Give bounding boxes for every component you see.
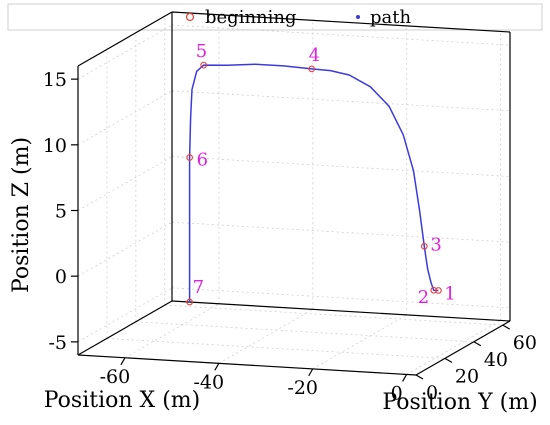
waypoint-marker xyxy=(430,286,438,294)
axis-edge xyxy=(415,320,511,376)
axis-title-x: Position X (m) xyxy=(44,388,200,413)
gridline-z xyxy=(77,221,173,277)
gridline-x xyxy=(406,320,501,375)
gridline-z xyxy=(171,24,511,46)
gridline-x xyxy=(312,314,407,370)
axis-edge xyxy=(77,300,173,356)
gridline-x xyxy=(124,303,220,359)
waypoint-marker xyxy=(186,298,193,306)
legend-beginning-label: beginning xyxy=(205,7,297,28)
tick-mark-x xyxy=(402,374,408,382)
axis-title-z: Position Z (m) xyxy=(9,137,34,293)
legend-box xyxy=(7,3,543,31)
gridline-z xyxy=(77,90,173,146)
waypoint-label: 6 xyxy=(197,150,208,171)
gridline-z xyxy=(171,156,511,177)
gridline-z xyxy=(171,221,511,243)
legend-path-icon xyxy=(356,15,360,19)
gridline-z xyxy=(171,90,511,112)
axis-edge xyxy=(77,11,173,67)
waypoint-marker xyxy=(435,287,442,294)
gridline-x xyxy=(218,308,314,364)
tick-label-y: 0 xyxy=(426,382,438,404)
waypoint-label: 2 xyxy=(418,287,429,308)
waypoint-label: 4 xyxy=(309,45,320,66)
tick-mark-y xyxy=(415,374,424,380)
legend-path-label: path xyxy=(370,7,411,28)
tick-mark-x xyxy=(308,368,314,377)
tick-mark-y xyxy=(502,324,511,330)
gridline-y xyxy=(135,321,474,343)
axis-title-y: Position Y (m) xyxy=(382,390,537,415)
path-series xyxy=(188,63,439,302)
waypoint-marker xyxy=(420,242,428,250)
axis-edge xyxy=(171,11,511,33)
waypoint-marker xyxy=(186,154,193,161)
grid xyxy=(77,14,511,376)
gridline-z xyxy=(77,156,173,211)
axis-edge xyxy=(77,354,417,376)
tick-mark-y xyxy=(473,341,482,347)
tick-label-y: 40 xyxy=(484,349,508,371)
gridline-z xyxy=(77,287,173,343)
tick-label-z: 15 xyxy=(43,69,67,91)
waypoint-label: 5 xyxy=(196,41,207,62)
axis-edge xyxy=(171,300,511,322)
tick-label-x: -60 xyxy=(100,366,131,388)
tick-label-z: 5 xyxy=(55,201,67,223)
waypoint-label: 3 xyxy=(430,234,441,255)
tick-label-y: 60 xyxy=(513,332,537,354)
tick-label-x: -40 xyxy=(194,371,225,393)
tick-mark-y xyxy=(444,357,453,363)
legend-beginning-icon xyxy=(185,12,195,22)
axis-titles: Position X (m) Position Y (m) Position Z (… xyxy=(9,137,538,415)
waypoint-marker xyxy=(308,65,316,73)
waypoint-label: 1 xyxy=(444,283,455,304)
legend: beginning path xyxy=(185,7,411,28)
gridline-z xyxy=(77,24,173,80)
path-line xyxy=(188,63,439,302)
tick-label-x: 0 xyxy=(391,382,403,404)
tick-label-z: 10 xyxy=(43,135,67,157)
tick-label-z: 0 xyxy=(55,266,67,288)
tick-mark-x xyxy=(120,357,126,366)
waypoint-label: 7 xyxy=(193,277,204,298)
waypoint-markers: 12 3 4 5 6 7 xyxy=(186,41,456,308)
gridline-y xyxy=(164,304,503,326)
tick-mark-x xyxy=(214,363,220,371)
waypoint-marker xyxy=(200,61,208,69)
tick-label-y: 20 xyxy=(455,365,479,387)
tick-label-x: -20 xyxy=(287,377,318,399)
gridline-y xyxy=(106,337,445,359)
axes-box xyxy=(71,11,511,382)
gridline-z xyxy=(171,287,511,309)
tick-label-z: -5 xyxy=(48,332,67,354)
